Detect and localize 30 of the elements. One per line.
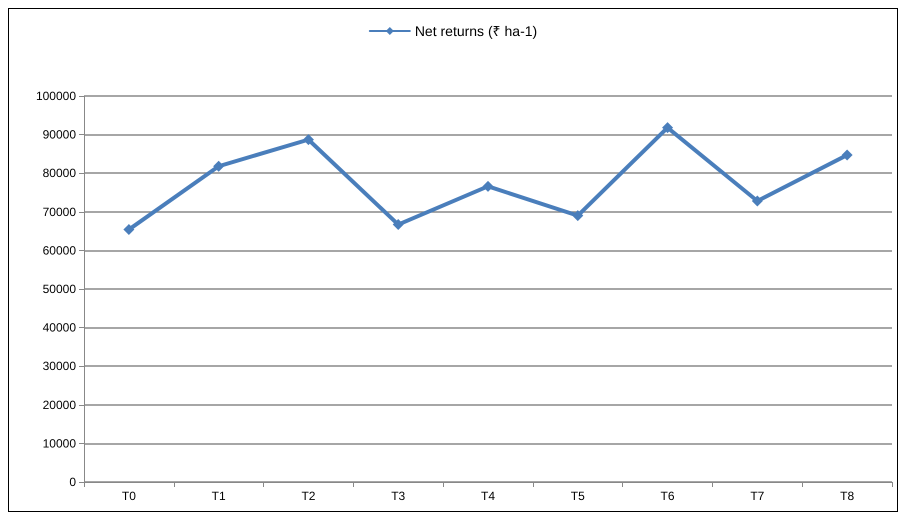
x-tick-label: T4 bbox=[480, 489, 496, 503]
x-tick-label: T2 bbox=[301, 489, 316, 503]
point bbox=[842, 150, 853, 161]
y-tick-label: 10000 bbox=[42, 436, 76, 450]
y-tick-label: 60000 bbox=[42, 243, 76, 258]
y-tick-label: 0 bbox=[69, 475, 76, 489]
legend-label: Net returns (₹ ha-1) bbox=[414, 23, 538, 39]
y-tick-label: 100000 bbox=[36, 89, 76, 103]
point bbox=[482, 180, 494, 192]
y-tick-label: 50000 bbox=[42, 282, 76, 296]
y-tick-label: 80000 bbox=[42, 166, 76, 180]
y-tick-label: 20000 bbox=[42, 398, 76, 412]
point bbox=[302, 134, 314, 146]
point bbox=[662, 122, 674, 134]
point bbox=[392, 219, 404, 230]
y-tick-label: 90000 bbox=[42, 128, 76, 142]
y-tick-label: 30000 bbox=[42, 359, 76, 374]
point bbox=[572, 210, 584, 222]
point bbox=[213, 160, 224, 172]
x-tick-label: T7 bbox=[750, 489, 765, 503]
point bbox=[123, 224, 134, 236]
x-tick-label: T1 bbox=[212, 489, 226, 503]
x-tick-label: T3 bbox=[391, 489, 406, 503]
point bbox=[752, 195, 763, 206]
x-tick-label: T0 bbox=[122, 489, 136, 503]
y-tick-label: 40000 bbox=[42, 320, 76, 335]
x-tick-label: T8 bbox=[840, 489, 854, 503]
x-tick-label: T5 bbox=[570, 489, 586, 503]
y-tick-label: 70000 bbox=[42, 204, 76, 219]
x-tick-label: T6 bbox=[660, 489, 675, 503]
